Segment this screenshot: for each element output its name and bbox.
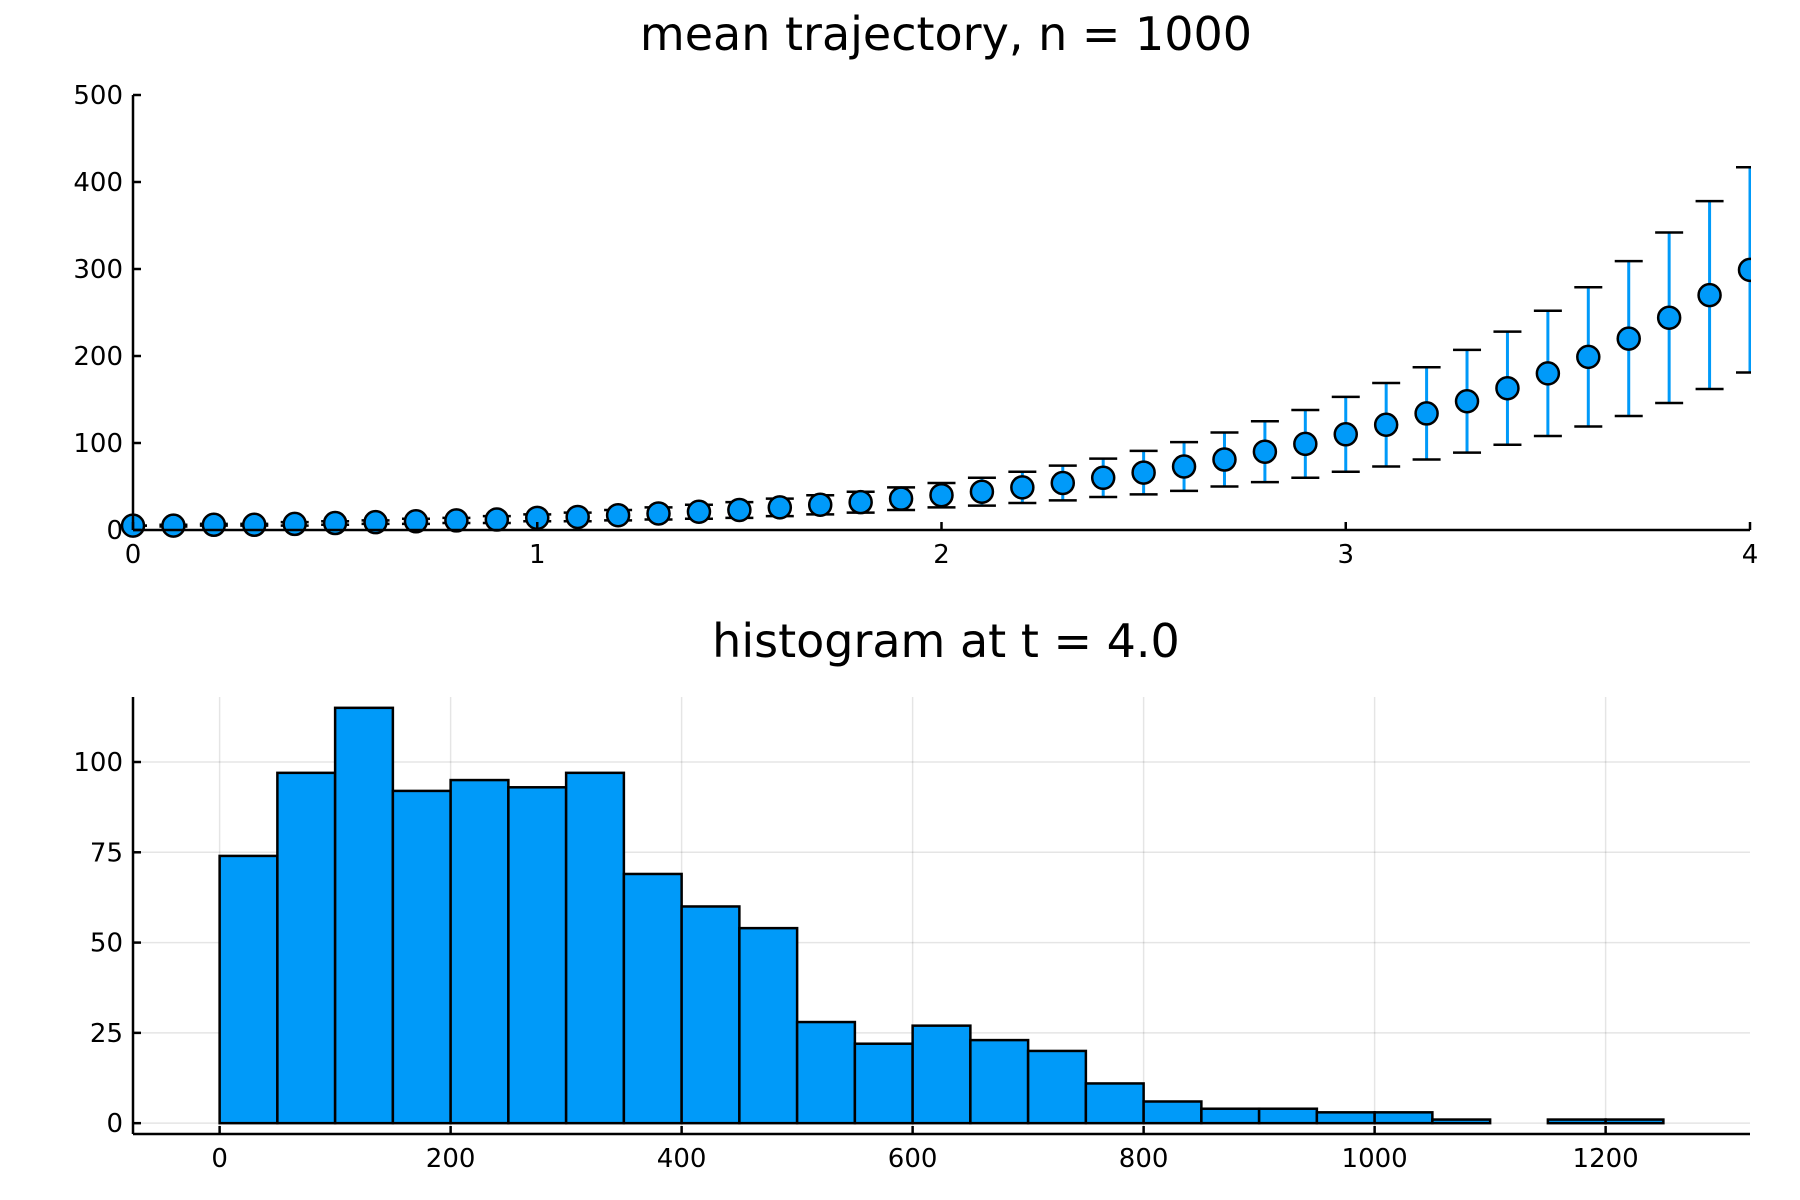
x-tick-label: 0: [125, 540, 142, 570]
x-tick-label: 3: [1337, 540, 1354, 570]
data-point: [565, 504, 590, 530]
histogram-bar: [911, 1024, 972, 1125]
histogram-bar: [333, 706, 395, 1125]
y-tick-label: 300: [73, 255, 123, 285]
histogram-bar: [1373, 1111, 1434, 1125]
data-point: [444, 508, 469, 533]
x-tick-label: 200: [426, 1144, 476, 1174]
data-point: [1495, 375, 1520, 401]
histogram-bar: [680, 905, 741, 1125]
data-point: [1131, 460, 1156, 485]
y-tick-label: 25: [90, 1019, 123, 1049]
y-tick-label: 0: [106, 516, 123, 546]
y-tick-label: 50: [90, 929, 123, 959]
histogram-bar: [795, 1020, 857, 1125]
data-point: [201, 512, 227, 538]
data-point: [403, 509, 429, 534]
x-tick-label: 1: [529, 540, 546, 570]
x-tick-label: 400: [657, 1144, 707, 1174]
mean-trajectory-title: mean trajectory, n = 1000: [640, 7, 1252, 61]
data-point: [767, 495, 793, 520]
data-point: [727, 497, 752, 523]
data-point: [969, 479, 995, 504]
y-tick-label: 400: [73, 168, 123, 198]
data-point: [282, 511, 307, 537]
y-tick-label: 75: [90, 838, 123, 868]
data-point: [929, 482, 954, 508]
y-tick-label: 100: [73, 429, 123, 459]
histogram-bar: [218, 854, 279, 1125]
data-point: [161, 513, 186, 538]
x-tick-label: 2: [933, 540, 950, 570]
histogram-bar: [391, 789, 452, 1125]
data-point: [1697, 282, 1722, 308]
x-tick-label: 4: [1742, 540, 1759, 570]
x-tick-label: 0: [211, 1144, 228, 1174]
x-tick-label: 1000: [1342, 1144, 1408, 1174]
data-point: [1616, 326, 1641, 351]
data-point: [686, 499, 712, 524]
x-tick-label: 800: [1119, 1144, 1169, 1174]
data-point: [242, 512, 267, 538]
histogram-bar: [1142, 1100, 1203, 1125]
data-point: [848, 489, 873, 515]
data-point: [1090, 465, 1116, 491]
data-point: [1656, 305, 1682, 330]
histogram-bar: [1546, 1118, 1607, 1125]
histogram-bar: [1084, 1082, 1145, 1125]
histogram-bar: [969, 1038, 1030, 1125]
data-point: [1737, 257, 1751, 283]
data-point: [1373, 412, 1399, 437]
data-point: [322, 510, 348, 536]
histogram-bar: [853, 1042, 914, 1125]
histogram-bar: [564, 771, 626, 1125]
data-point: [1050, 470, 1076, 496]
histogram-bar: [1200, 1107, 1261, 1125]
data-point: [1454, 388, 1480, 414]
data-point: [1171, 454, 1197, 479]
histogram-bar: [1431, 1118, 1492, 1125]
histogram-bar: [1315, 1111, 1376, 1125]
data-point: [484, 507, 510, 532]
histogram-bar: [1257, 1107, 1319, 1125]
histogram-bar: [276, 771, 337, 1125]
y-tick-label: 0: [106, 1109, 123, 1139]
y-tick-label: 200: [73, 342, 123, 372]
data-point: [1535, 361, 1561, 386]
histogram-bar: [1604, 1118, 1665, 1125]
histogram-bar: [622, 872, 683, 1125]
data-point: [807, 492, 833, 518]
histogram-title: histogram at t = 4.0: [712, 614, 1180, 668]
data-point: [1293, 431, 1318, 457]
data-point: [1414, 401, 1439, 426]
y-tick-label: 500: [73, 81, 123, 111]
histogram-bar: [507, 786, 568, 1125]
data-point: [363, 509, 388, 535]
data-point: [1576, 344, 1601, 370]
histogram-bar: [738, 926, 799, 1125]
data-point: [646, 501, 671, 526]
y-tick-label: 100: [73, 748, 123, 778]
x-tick-label: 600: [888, 1144, 938, 1174]
histogram-bar: [1026, 1049, 1088, 1125]
data-point: [1010, 475, 1035, 500]
x-tick-label: 1200: [1573, 1144, 1639, 1174]
data-point: [888, 486, 914, 511]
data-point: [1212, 447, 1237, 472]
histogram-bar: [449, 778, 510, 1125]
data-point: [1252, 439, 1278, 464]
data-point: [1333, 422, 1358, 447]
trajectory-marks: [119, 165, 1751, 538]
data-point: [605, 502, 631, 528]
mean-trajectory-panel: mean trajectory, n = 1000 0 100 200 300 400 5…: [73, 7, 1759, 570]
